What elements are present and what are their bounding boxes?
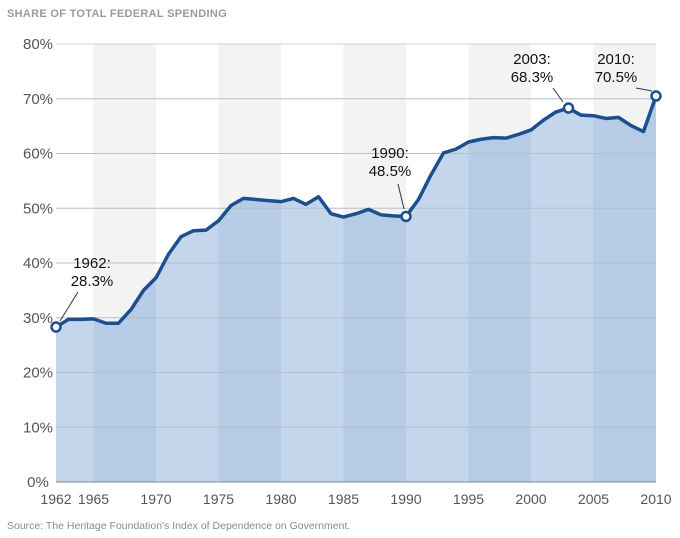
x-tick-label: 1985 [328,491,359,507]
gridlines [56,43,656,428]
x-tick-label: 2010 [640,491,671,507]
annotation-marker [400,210,412,223]
annotation-value: 70.5% [595,69,638,86]
tick-labels: 0% 10% 20% 30% 40% 50% 60% 70% 80% 1962 1965 1970 19… [23,36,672,507]
x-tick-label: 1970 [140,491,171,507]
x-tick-label: 1962 [40,491,71,507]
y-tick-label: 40% [23,255,53,272]
y-tick-label: 70% [23,91,53,108]
y-tick-label: 20% [23,365,53,382]
area-band [593,96,656,482]
y-tick-label: 50% [23,200,53,217]
annotation-leader [397,183,405,210]
x-tick-label: 1980 [265,491,296,507]
annotation-year: 2010: [597,51,635,68]
annotation-value: 48.5% [369,163,412,180]
series-line [54,94,658,329]
annotation-marker [650,90,662,102]
y-tick-label: 30% [23,310,53,327]
area-band [468,96,531,482]
x-tick-label: 2005 [578,491,609,507]
annotation-leader [552,87,564,103]
annotation-year: 1990: [371,145,409,162]
x-tick-label: 1995 [453,491,484,507]
x-tick-label: 1975 [203,491,234,507]
annotation-year: 1962: [73,255,111,272]
series-line-layer [54,94,658,329]
annotation-leader [59,291,79,322]
annotation-leader [635,87,653,92]
annotations: 1962:28.3% 1990:48.5% 2003:68.3% 2010:70.5% [50,51,662,333]
y-tick-label: 10% [23,419,53,436]
y-tick-label: 60% [23,146,53,163]
annotation-value: 68.3% [511,69,554,86]
annotation-value: 28.3% [71,273,114,290]
source-note: Source: The Heritage Foundation's Index … [7,520,350,532]
x-tick-label: 1990 [390,491,421,507]
annotation-marker [50,321,62,333]
chart-title: SHARE OF TOTAL FEDERAL SPENDING [7,8,227,20]
y-tick-label: 0% [27,474,49,491]
y-tick-label: 80% [23,36,53,53]
annotation-marker [562,102,575,114]
x-tick-label: 2000 [515,491,546,507]
x-tick-label: 1965 [78,491,109,507]
annotation-year: 2003: [513,51,551,68]
